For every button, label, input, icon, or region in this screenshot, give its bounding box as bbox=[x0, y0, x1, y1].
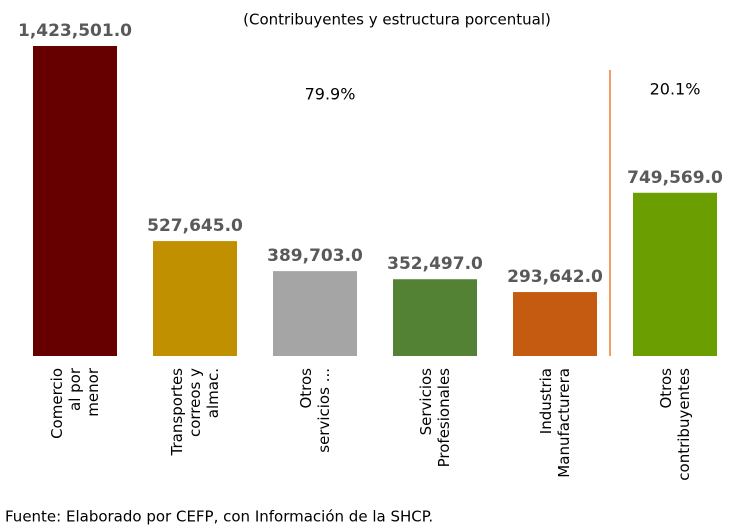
bar bbox=[633, 192, 717, 356]
x-tick-label: Comercio bbox=[48, 368, 66, 439]
bar bbox=[33, 46, 117, 356]
x-tick-label: almac. bbox=[204, 368, 222, 418]
value-label: 749,569.0 bbox=[627, 168, 723, 188]
value-label: 527,645.0 bbox=[147, 216, 243, 236]
x-tick-label: al por bbox=[66, 367, 84, 411]
source-note: Fuente: Elaborado por CEFP, con Informac… bbox=[5, 508, 433, 526]
chart-subtitle: (Contribuyentes y estructura porcentual) bbox=[243, 11, 551, 29]
x-tick-label: Profesionales bbox=[435, 368, 453, 468]
x-tick-label: Otros bbox=[657, 368, 675, 409]
x-tick-label: Manufacturera bbox=[555, 368, 573, 478]
x-tick-label: menor bbox=[84, 367, 102, 417]
x-tick-label: Industria bbox=[537, 368, 555, 434]
bar bbox=[513, 292, 597, 356]
value-label: 389,703.0 bbox=[267, 246, 363, 266]
x-tick-label: contribuyentes bbox=[675, 368, 693, 481]
x-tick-label: Transportes bbox=[168, 368, 186, 457]
x-tick-label: Otros bbox=[297, 368, 315, 409]
value-label: 352,497.0 bbox=[387, 254, 483, 274]
value-label: 293,642.0 bbox=[507, 267, 603, 287]
bar bbox=[393, 279, 477, 356]
annotation: 20.1% bbox=[650, 80, 701, 99]
value-label: 1,423,501.0 bbox=[18, 21, 132, 41]
x-tick-label: Servicios bbox=[417, 368, 435, 436]
x-tick-label: correos y bbox=[186, 368, 204, 437]
annotation: 79.9% bbox=[305, 85, 356, 104]
bar bbox=[273, 271, 357, 356]
bar bbox=[153, 241, 237, 356]
x-tick-label: servicios ... bbox=[315, 368, 333, 453]
